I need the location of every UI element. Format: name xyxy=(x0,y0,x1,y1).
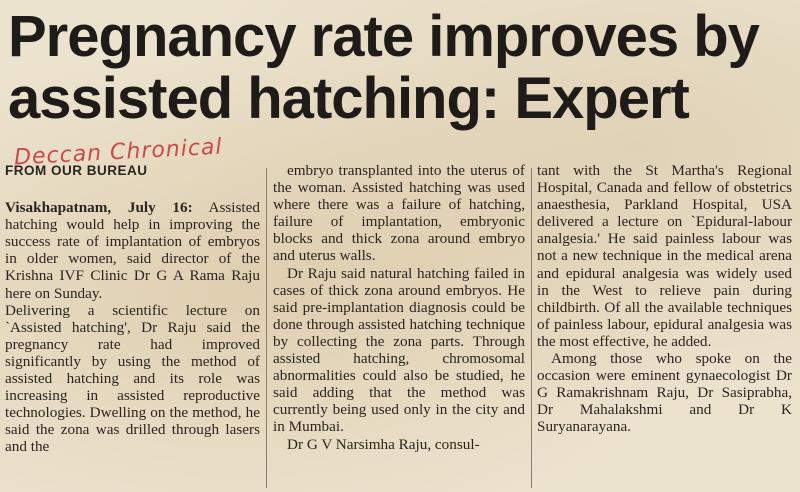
article-column-1: FROM OUR BUREAU Visakhapatnam, July 16: … xyxy=(5,162,260,456)
column-divider xyxy=(266,168,267,488)
byline: FROM OUR BUREAU xyxy=(5,163,148,178)
headline: Pregnancy rate improves by assisted hatc… xyxy=(8,6,793,130)
dateline-paragraph: Visakhapatnam, July 16: Assisted hatchin… xyxy=(5,199,260,302)
headline-line-2: assisted hatching: Expert xyxy=(8,66,690,131)
column-3-paragraph-1: tant with the St Martha's Regional Hospi… xyxy=(537,162,792,350)
article-column-2: embryo transplanted into the uterus of t… xyxy=(273,162,525,453)
column-1-paragraph-1: Assisted hatching would help in improvin… xyxy=(5,199,260,302)
column-2-paragraph-3: Dr G V Narsimha Raju, consul- xyxy=(287,435,480,453)
column-divider xyxy=(531,168,532,488)
dateline: Visakhapatnam, July 16: xyxy=(5,199,193,217)
article-column-3: tant with the St Martha's Regional Hospi… xyxy=(537,162,792,436)
headline-line-1: Pregnancy rate improves by xyxy=(8,4,760,69)
column-1-paragraph-2: Delivering a scientific lecture on `Assi… xyxy=(5,301,260,456)
column-2-paragraph-1: embryo transplanted into the uterus of t… xyxy=(273,162,525,265)
column-3-paragraph-2: Among those who spoke on the occasion we… xyxy=(537,350,792,436)
column-2-paragraph-2: Dr Raju said natural hatching failed in … xyxy=(273,264,525,436)
